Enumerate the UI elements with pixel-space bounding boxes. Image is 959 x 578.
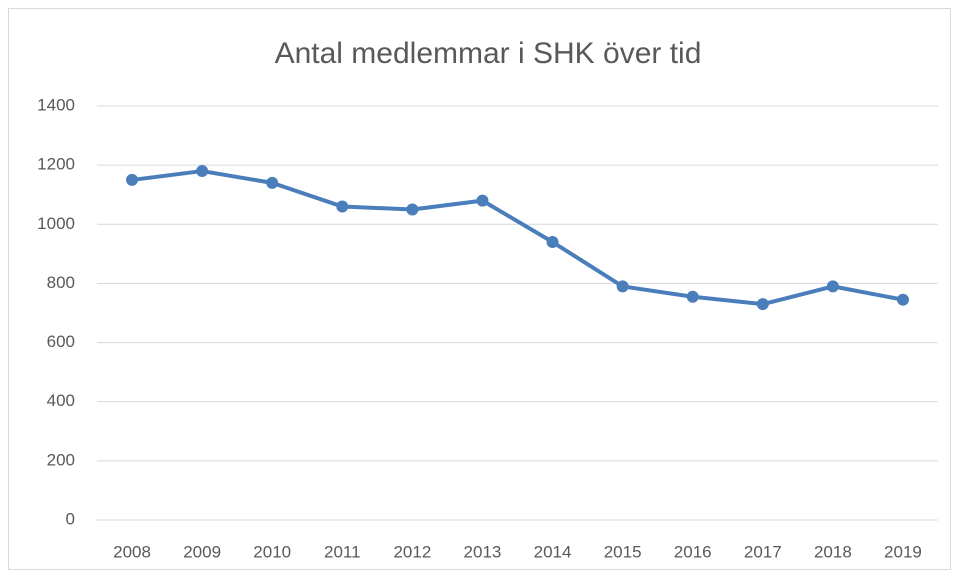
marker	[896, 293, 909, 306]
x-tick-label: 2017	[744, 542, 782, 561]
y-tick-label: 600	[47, 332, 75, 351]
chart-border	[8, 8, 951, 570]
x-tick-label: 2018	[814, 542, 852, 561]
y-tick-label: 1400	[37, 95, 75, 114]
marker	[336, 200, 349, 213]
x-tick-label: 2011	[324, 542, 361, 561]
chart-title: Antal medlemmar i SHK över tid	[275, 37, 702, 70]
x-tick-label: 2013	[464, 542, 502, 561]
marker	[546, 236, 559, 249]
y-tick-label: 200	[47, 450, 75, 469]
marker	[266, 176, 279, 189]
x-tick-label: 2019	[884, 542, 922, 561]
x-tick-label: 2016	[674, 542, 712, 561]
line	[130, 169, 905, 307]
x-tick-label: 2014	[534, 542, 572, 561]
marker	[616, 280, 629, 293]
y-tick-label: 0	[66, 509, 75, 528]
x-tick-label: 2012	[393, 542, 431, 561]
marker	[756, 298, 769, 311]
marker	[196, 165, 209, 178]
x-tick-label: 2009	[183, 542, 221, 561]
y-tick-label: 1000	[37, 214, 75, 233]
x-tick-label: 2010	[253, 542, 291, 561]
y-tick-label: 400	[47, 391, 75, 410]
marker	[126, 173, 139, 186]
marker	[826, 280, 839, 293]
y-tick-label: 1200	[37, 155, 75, 174]
x-tick-label: 2015	[604, 542, 642, 561]
marker	[476, 194, 489, 207]
y-tick-label: 800	[47, 273, 75, 292]
marker	[686, 290, 699, 303]
x-tick-label: 2008	[113, 542, 151, 561]
marker	[406, 203, 419, 216]
